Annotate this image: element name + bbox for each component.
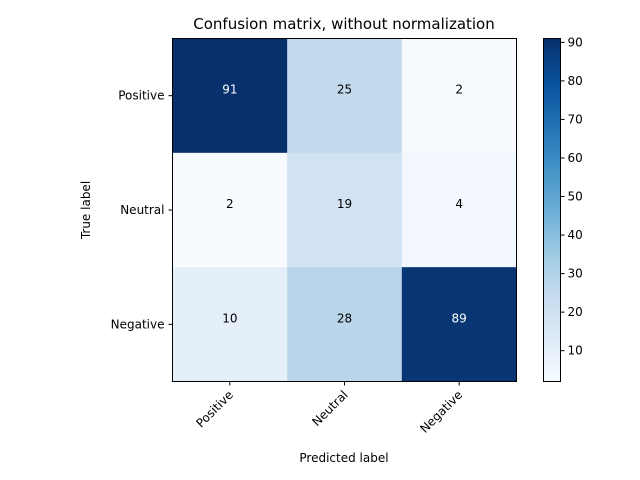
heatmap-cell <box>172 152 288 268</box>
x-tick-label: Negative <box>417 388 465 436</box>
chart-title: Confusion matrix, without normalization <box>193 15 495 33</box>
colorbar-tick-label: 70 <box>568 112 583 126</box>
x-tick-label: Neutral <box>309 388 350 429</box>
x-axis-label: Predicted label <box>299 451 388 465</box>
y-axis-label: True label <box>79 181 93 240</box>
y-tick-label: Neutral <box>120 203 164 217</box>
cell-value-label: 89 <box>452 311 467 325</box>
heatmap-cell <box>172 38 288 154</box>
x-axis-ticks: Positive Neutral Negative <box>193 381 465 436</box>
heatmap-cell <box>287 267 403 382</box>
colorbar-tick-label: 40 <box>568 228 583 242</box>
heatmap-cell <box>401 267 517 382</box>
cell-value-label: 28 <box>337 311 352 325</box>
cell-value-label: 19 <box>337 197 352 211</box>
x-tick-label: Positive <box>193 388 236 431</box>
cell-value-label: 2 <box>455 83 463 97</box>
heatmap-cell <box>287 38 403 154</box>
heatmap-cell <box>172 267 288 382</box>
colorbar-tick-label: 30 <box>568 267 583 281</box>
colorbar-tick-label: 80 <box>568 74 583 88</box>
cell-value-label: 4 <box>455 197 463 211</box>
colorbar-tick-label: 60 <box>568 151 583 165</box>
cell-value-label: 91 <box>222 83 237 97</box>
colorbar-ticks: 10 20 30 40 50 60 70 80 90 <box>560 35 583 358</box>
heatmap-cell <box>401 38 517 154</box>
colorbar-tick-label: 50 <box>568 190 583 204</box>
cell-value-label: 10 <box>222 311 237 325</box>
heatmap-cell <box>287 152 403 268</box>
colorbar <box>543 38 561 382</box>
heatmap-cells <box>172 38 517 382</box>
heatmap-cell <box>401 152 517 268</box>
colorbar-tick-label: 90 <box>568 35 583 49</box>
y-tick-label: Positive <box>118 89 164 103</box>
y-axis-ticks: Positive Neutral Negative <box>111 89 173 331</box>
colorbar-tick-label: 20 <box>568 305 583 319</box>
heatmap-cell-labels: 91 25 22 19 410 28 89 <box>222 83 467 326</box>
y-tick-label: Negative <box>111 317 165 331</box>
colorbar-tick-label: 10 <box>568 344 583 358</box>
cell-value-label: 25 <box>337 83 352 97</box>
cell-value-label: 2 <box>226 197 234 211</box>
